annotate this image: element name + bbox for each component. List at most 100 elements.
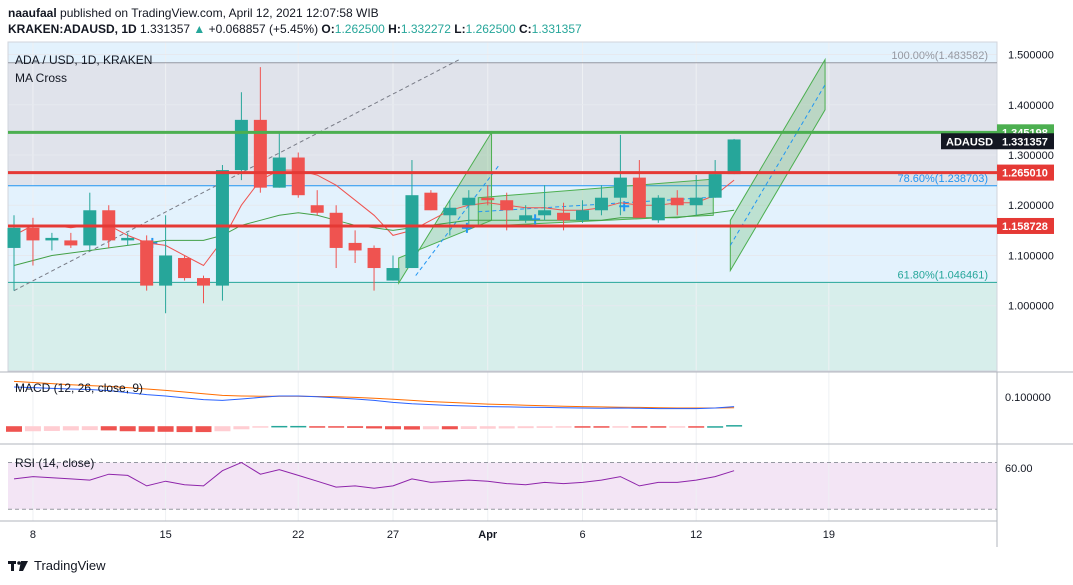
candle[interactable] — [670, 190, 684, 216]
candle-body — [64, 240, 78, 246]
rsi-band-fill — [8, 462, 997, 510]
change-up-icon: ▲ — [193, 22, 206, 36]
macd-histogram-bar — [631, 426, 648, 428]
author-name[interactable]: naaufaal — [8, 6, 57, 20]
candle[interactable] — [500, 192, 514, 231]
time-axis-tick: 27 — [387, 529, 399, 541]
candle[interactable] — [594, 185, 608, 216]
fib-level-label: 100.00%(1.483582) — [891, 50, 988, 62]
macd-histogram-bar — [138, 426, 155, 432]
candle[interactable] — [462, 190, 476, 226]
candle-body — [424, 192, 438, 211]
channel-median-line — [415, 164, 500, 276]
candle[interactable] — [386, 255, 400, 281]
candle[interactable] — [197, 275, 210, 304]
fib-zone-upper — [8, 62, 997, 186]
candle-body — [670, 197, 684, 206]
candle[interactable] — [443, 200, 457, 236]
time-axis-tick: 22 — [292, 529, 304, 541]
level-price-tag — [997, 217, 1054, 234]
time-axis-tick: 6 — [579, 529, 585, 541]
macd-histogram-bar — [81, 426, 98, 431]
macd-histogram-bar — [176, 426, 193, 433]
fib-zone-top — [8, 42, 997, 63]
macd-histogram-bar — [517, 426, 534, 429]
candle[interactable] — [613, 134, 627, 216]
macd-histogram-bar — [479, 426, 496, 429]
candle[interactable] — [64, 232, 78, 248]
macd-histogram-bar — [328, 426, 345, 428]
candle-body — [7, 227, 21, 248]
candle[interactable] — [481, 185, 495, 206]
macd-histogram-bar — [100, 426, 117, 431]
macd-histogram-bar — [290, 425, 307, 428]
level-price-label: 1.265010 — [1002, 168, 1048, 180]
macd-histogram-bar — [422, 426, 439, 430]
macd-histogram-bar — [669, 426, 686, 428]
candle-body — [632, 177, 646, 218]
candle[interactable] — [348, 230, 362, 264]
candle[interactable] — [727, 138, 741, 175]
candle[interactable] — [424, 190, 438, 211]
candle[interactable] — [519, 205, 533, 223]
candle-body — [651, 197, 665, 221]
candle-body — [178, 257, 192, 279]
close-value: 1.331357 — [531, 22, 582, 36]
candle[interactable] — [329, 205, 343, 269]
macd-histogram-bar — [271, 425, 288, 428]
macd-histogram-bar — [536, 426, 553, 428]
ma-slow-line — [13, 209, 735, 266]
candle-body — [367, 247, 381, 269]
fib-level-label: 61.80%(1.046461) — [897, 269, 988, 281]
macd-histogram-bar — [62, 426, 79, 431]
publish-info: naaufaal published on TradingView.com, A… — [8, 6, 379, 20]
candle-body — [159, 255, 173, 286]
candle[interactable] — [689, 175, 703, 216]
candle[interactable] — [45, 232, 59, 251]
price-axis-tick: 1.300000 — [1008, 150, 1054, 162]
candle[interactable] — [7, 215, 21, 291]
channel-median-line — [729, 84, 826, 246]
price-change: +0.068857 (+5.45%) — [208, 22, 319, 36]
candle[interactable] — [632, 160, 646, 218]
low-label: L: — [454, 22, 466, 36]
candle[interactable] — [538, 185, 552, 221]
time-axis-tick: Apr — [478, 529, 498, 541]
macd-histogram-bar — [688, 426, 705, 428]
ma-cross-label[interactable]: MA Cross — [15, 71, 67, 85]
candle[interactable] — [215, 165, 229, 301]
candle[interactable] — [178, 255, 192, 281]
publish-text: published on TradingView.com, April 12, … — [60, 6, 379, 20]
rsi-line — [13, 461, 735, 489]
rsi-label[interactable]: RSI (14, close) — [15, 456, 94, 470]
macd-histogram-bar — [309, 426, 326, 428]
candle-body — [45, 237, 59, 241]
candle[interactable] — [651, 195, 665, 223]
last-price-label: 1.331357 — [1002, 136, 1048, 148]
candle[interactable] — [367, 245, 381, 291]
candle[interactable] — [405, 160, 419, 269]
candle[interactable] — [159, 215, 173, 314]
last-price: 1.331357 — [140, 22, 191, 36]
candle-body — [121, 237, 135, 241]
candle[interactable] — [83, 192, 97, 251]
candle[interactable] — [140, 235, 154, 291]
high-label: H: — [388, 22, 401, 36]
time-axis-tick: 12 — [690, 529, 702, 541]
price-axis-tick: 1.100000 — [1008, 250, 1054, 262]
candle[interactable] — [310, 190, 324, 216]
tradingview-logo-icon — [8, 560, 28, 571]
time-axis-tick: 8 — [30, 529, 36, 541]
macd-histogram-bar — [650, 426, 667, 428]
macd-histogram-bar — [385, 426, 401, 430]
candle[interactable] — [576, 200, 589, 223]
candle-body — [405, 195, 419, 269]
candle[interactable] — [121, 232, 135, 246]
candle[interactable] — [291, 152, 305, 198]
candle[interactable] — [708, 160, 722, 198]
macd-label[interactable]: MACD (12, 26, close, 9) — [15, 381, 143, 395]
candle-body — [727, 139, 741, 175]
time-axis-tick: 19 — [823, 529, 835, 541]
footer-brand[interactable]: TradingView — [8, 558, 106, 573]
